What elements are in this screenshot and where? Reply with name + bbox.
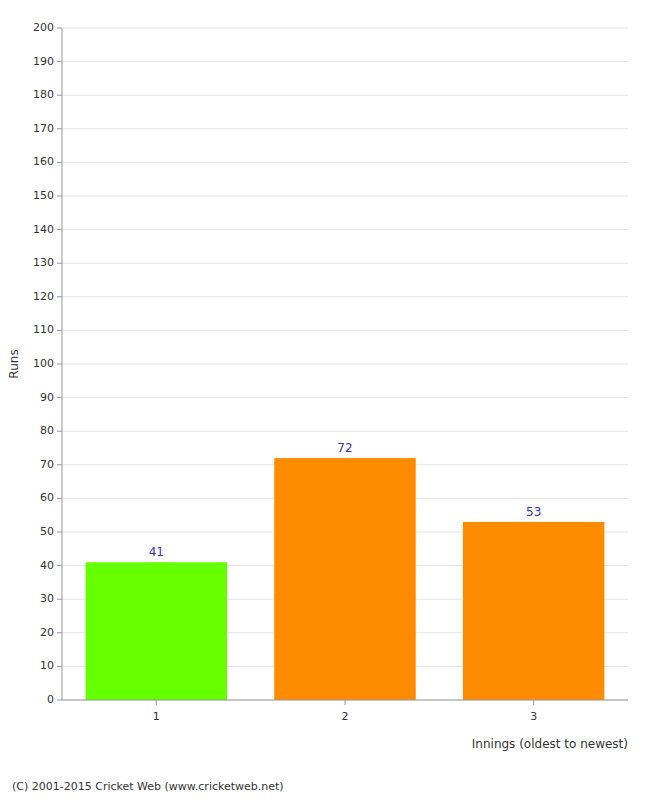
grid-line (62, 196, 628, 197)
y-tick (57, 196, 62, 197)
grid-line (62, 128, 628, 129)
y-tick-label: 180 (33, 88, 54, 101)
grid-line (62, 397, 628, 398)
y-tick-label: 80 (40, 424, 54, 437)
y-tick (57, 498, 62, 499)
bar (274, 458, 416, 700)
y-tick (57, 700, 62, 701)
y-tick-label: 150 (33, 189, 54, 202)
y-tick (57, 162, 62, 163)
y-tick-label: 10 (40, 659, 54, 672)
x-tick-label: 2 (342, 710, 349, 723)
y-tick (57, 599, 62, 600)
y-axis: 0 10 20 30 40 50 60 70 80 90 100 110 120 130 140 150 160… (33, 21, 62, 706)
y-tick-label: 110 (33, 323, 54, 336)
grid-line (62, 364, 628, 365)
y-grid (62, 28, 628, 700)
grid-line (62, 61, 628, 62)
x-axis: 1 2 3 (62, 700, 628, 723)
y-tick-label: 170 (33, 122, 54, 135)
y-tick (57, 364, 62, 365)
y-tick-label: 20 (40, 626, 54, 639)
grid-line (62, 263, 628, 264)
y-tick-label: 100 (33, 357, 54, 370)
x-tick (345, 700, 346, 705)
y-tick-label: 140 (33, 223, 54, 236)
y-tick-label: 200 (33, 21, 54, 34)
grid-line (62, 162, 628, 163)
x-axis-label: Innings (oldest to newest) (472, 737, 628, 751)
y-tick (57, 95, 62, 96)
grid-line (62, 28, 628, 29)
x-tick-label: 1 (153, 710, 160, 723)
y-tick (57, 61, 62, 62)
y-tick-label: 30 (40, 592, 54, 605)
y-tick (57, 397, 62, 398)
grid-line (62, 330, 628, 331)
y-tick-label: 120 (33, 290, 54, 303)
data-label: 72 (337, 441, 352, 455)
y-tick-label: 60 (40, 491, 54, 504)
grid-line (62, 431, 628, 432)
y-tick (57, 229, 62, 230)
chart-svg: 0 10 20 30 40 50 60 70 80 90 100 110 120 130 140 150 160… (0, 0, 650, 800)
y-tick (57, 330, 62, 331)
bar (463, 522, 604, 700)
y-tick (57, 296, 62, 297)
y-tick-label: 190 (33, 55, 54, 68)
data-labels: 41 72 53 (149, 441, 542, 559)
x-tick-label: 3 (530, 710, 537, 723)
y-tick (57, 464, 62, 465)
y-tick (57, 28, 62, 29)
x-tick (156, 700, 157, 705)
y-tick (57, 263, 62, 264)
y-tick-label: 130 (33, 256, 54, 269)
footer-text: (C) 2001-2015 Cricket Web (www.cricketwe… (12, 780, 284, 793)
y-tick-label: 50 (40, 525, 54, 538)
x-tick (533, 700, 534, 705)
data-label: 53 (526, 505, 541, 519)
y-tick-label: 0 (47, 693, 54, 706)
y-tick (57, 431, 62, 432)
bar (86, 562, 228, 700)
y-axis-line (62, 28, 63, 700)
y-tick (57, 565, 62, 566)
y-tick (57, 128, 62, 129)
y-tick-label: 160 (33, 155, 54, 168)
y-tick (57, 666, 62, 667)
y-tick (57, 532, 62, 533)
y-axis-label: Runs (7, 349, 21, 378)
y-tick (57, 632, 62, 633)
y-tick-label: 90 (40, 391, 54, 404)
y-tick-label: 70 (40, 458, 54, 471)
data-label: 41 (149, 545, 164, 559)
grid-line (62, 229, 628, 230)
chart-container: 0 10 20 30 40 50 60 70 80 90 100 110 120 130 140 150 160… (0, 0, 650, 800)
bars (86, 458, 605, 700)
grid-line (62, 95, 628, 96)
y-tick-label: 40 (40, 559, 54, 572)
grid-line (62, 296, 628, 297)
